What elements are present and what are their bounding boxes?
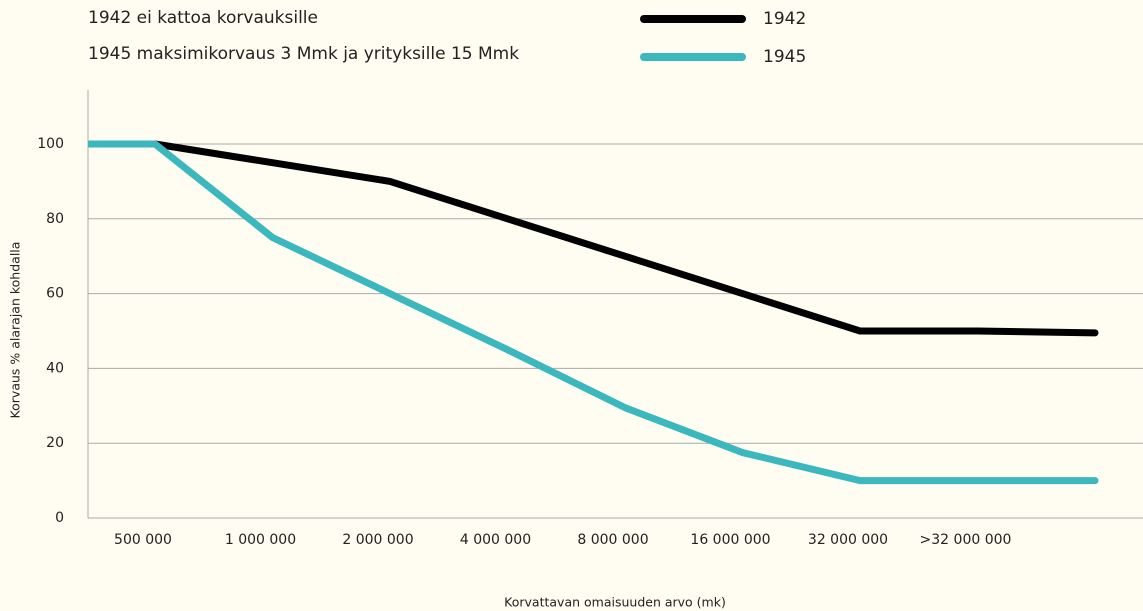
- y-tick-label: 0: [55, 510, 64, 526]
- x-tick-label: >32 000 000: [920, 532, 1012, 548]
- y-tick-label: 60: [46, 286, 64, 302]
- x-tick-label: 500 000: [114, 532, 172, 548]
- legend-label: 1942: [763, 9, 806, 29]
- x-tick-label: 16 000 000: [690, 532, 770, 548]
- x-tick-label: 2 000 000: [342, 532, 413, 548]
- y-tick-label: 80: [46, 211, 64, 227]
- y-tick-label: 100: [37, 136, 64, 152]
- x-tick-label: 8 000 000: [577, 532, 648, 548]
- x-tick-label: 4 000 000: [460, 532, 531, 548]
- note: 1945 maksimikorvaus 3 Mmk ja yrityksille…: [88, 44, 519, 64]
- x-tick-label: 32 000 000: [808, 532, 888, 548]
- y-axis-label: Korvaus % alarajan kohdalla: [8, 242, 23, 419]
- line: [151, 140, 1099, 485]
- y-tick-label: 20: [46, 435, 64, 451]
- line: [151, 140, 1099, 337]
- y-tick-label: 40: [46, 360, 64, 376]
- x-axis-label: Korvattavan omaisuuden arvo (mk): [504, 595, 726, 610]
- x-tick-label: 1 000 000: [225, 532, 296, 548]
- legend-label: 1945: [763, 47, 806, 67]
- note: 1942 ei kattoa korvauksille: [88, 8, 318, 28]
